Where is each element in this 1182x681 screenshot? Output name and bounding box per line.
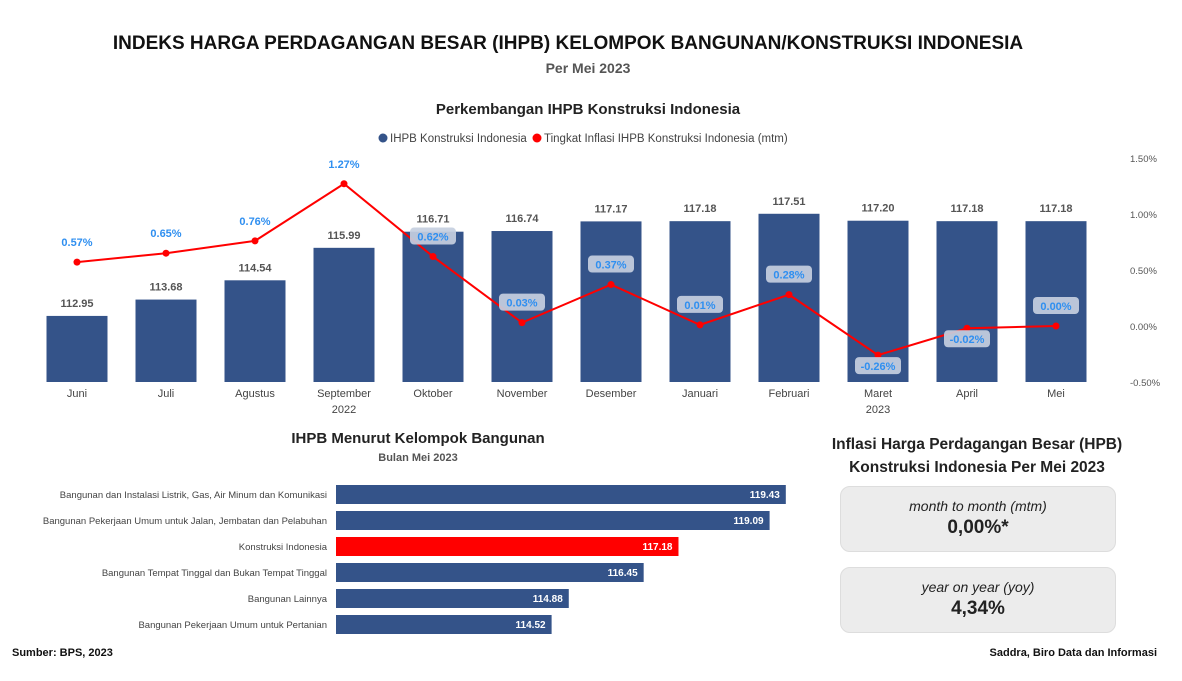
x-tick-label: April xyxy=(956,388,978,400)
top-chart-title: Perkembangan IHPB Konstruksi Indonesia xyxy=(435,101,741,118)
year-label: 2022 xyxy=(332,404,356,416)
bar-value-label: 112.95 xyxy=(60,298,93,310)
inflation-point xyxy=(162,249,170,257)
inflation-point xyxy=(251,237,259,245)
inflation-label-bg xyxy=(944,330,990,348)
inflation-point xyxy=(874,351,882,359)
y2-tick-label: 1.00% xyxy=(1130,210,1157,221)
inflation-point xyxy=(518,319,526,327)
inflation-value-label: -0.02% xyxy=(950,334,985,346)
legend-bar-label: IHPB Konstruksi Indonesia xyxy=(390,133,527,145)
x-tick-label: Mei xyxy=(1047,388,1065,400)
x-tick-label: Januari xyxy=(682,388,718,400)
bar-value-label: 115.99 xyxy=(327,230,360,242)
inflation-value-label: 0.01% xyxy=(684,300,715,312)
inflation-label-bg xyxy=(1033,297,1079,314)
inflation-value-label: 0.57% xyxy=(61,237,92,249)
inflation-label-bg xyxy=(677,295,723,313)
bar-juni xyxy=(46,315,108,382)
y2-tick-label: 0.00% xyxy=(1130,322,1157,333)
x-tick-label: Maret xyxy=(864,388,892,400)
legend-bar-marker xyxy=(378,133,388,143)
bar-september xyxy=(313,247,375,382)
inflation-value-label: 1.27% xyxy=(328,159,359,171)
bar-value-label: 117.17 xyxy=(594,203,627,215)
bar-value-label: 114.54 xyxy=(238,262,272,274)
bar-value-label: 117.20 xyxy=(861,203,894,215)
source-note: Sumber: BPS, 2023 xyxy=(12,647,113,659)
inflation-point xyxy=(607,281,615,289)
bar-desember xyxy=(580,221,642,382)
bar-agustus xyxy=(224,280,286,382)
mtm-label: month to month (mtm) xyxy=(909,498,1047,514)
bar-juli xyxy=(135,299,197,382)
bottom-chart-title: IHPB Menurut Kelompok Bangunan xyxy=(291,430,545,447)
bottom-chart-subtitle: Bulan Mei 2023 xyxy=(378,452,458,464)
inflation-value-label: 0.03% xyxy=(506,298,537,310)
yoy-card: year on year (yoy) 4,34% xyxy=(840,567,1116,633)
page-subtitle: Per Mei 2023 xyxy=(545,60,631,76)
x-tick-label: Agustus xyxy=(235,388,275,400)
bar-value-label: 116.71 xyxy=(416,214,449,226)
y2-tick-label: 1.50% xyxy=(1130,154,1157,165)
inflation-label-bg xyxy=(410,227,456,245)
bar-value-label: 116.74 xyxy=(505,213,539,225)
x-tick-label: Februari xyxy=(769,388,810,400)
bar-value-label: 113.68 xyxy=(149,282,182,294)
inflation-value-label: 0.65% xyxy=(150,228,181,240)
legend-line-label: Tingkat Inflasi IHPB Konstruksi Indonesi… xyxy=(544,133,788,145)
year-label: 2023 xyxy=(866,404,890,416)
inflation-value-label: 0.00% xyxy=(1040,301,1071,313)
yoy-value: 4,34% xyxy=(951,598,1005,619)
inflation-label-bg xyxy=(499,293,545,311)
inflation-value-label: 0.28% xyxy=(773,270,804,282)
x-tick-label: Juni xyxy=(67,388,87,400)
mtm-value: 0,00%* xyxy=(947,517,1009,538)
inflation-value-label: 0.62% xyxy=(417,232,448,244)
yoy-label: year on year (yoy) xyxy=(921,579,1035,595)
page-title: INDEKS HARGA PERDAGANGAN BESAR (IHPB) KE… xyxy=(112,33,1024,54)
x-tick-label: Oktober xyxy=(413,388,452,400)
inflation-title-line1: Inflasi Harga Perdagangan Besar (HPB) xyxy=(831,436,1123,453)
y2-tick-label: -0.50% xyxy=(1130,378,1161,389)
bar-value-label: 117.18 xyxy=(683,203,716,215)
credit-note: Saddra, Biro Data dan Informasi xyxy=(989,647,1157,659)
inflation-point xyxy=(1052,322,1060,330)
inflation-point xyxy=(785,291,793,299)
inflation-label-bg xyxy=(766,265,812,283)
bar-value-label: 117.18 xyxy=(1039,203,1072,215)
legend-line-marker xyxy=(532,133,542,143)
inflation-value-label: 0.37% xyxy=(595,260,626,272)
inflation-point xyxy=(73,258,81,266)
inflation-label-bg xyxy=(588,255,634,273)
inflation-title-line2: Konstruksi Indonesia Per Mei 2023 xyxy=(849,459,1105,476)
bar-value-label: 117.18 xyxy=(950,203,983,215)
inflation-point xyxy=(340,180,348,188)
inflation-panel-title: Inflasi Harga Perdagangan Besar (HPB) Ko… xyxy=(820,433,1134,479)
bar-april xyxy=(936,221,998,382)
legend: IHPB Konstruksi Indonesia Tingkat Inflasi… xyxy=(378,133,788,145)
y2-tick-label: 0.50% xyxy=(1130,266,1157,277)
inflation-value-label: -0.26% xyxy=(861,361,896,373)
x-tick-label: November xyxy=(497,388,548,400)
inflation-line xyxy=(76,182,1057,357)
x-tick-label: September xyxy=(317,388,371,400)
x-tick-label: Juli xyxy=(158,388,175,400)
inflation-value-label: 0.76% xyxy=(239,216,270,228)
x-tick-label: Desember xyxy=(586,388,637,400)
bar-value-label: 117.51 xyxy=(772,196,805,208)
inflation-label-bg xyxy=(855,357,901,375)
inflation-point xyxy=(963,324,971,332)
inflation-point xyxy=(429,253,437,261)
mtm-card: month to month (mtm) 0,00%* xyxy=(840,486,1116,552)
inflation-point xyxy=(696,321,704,329)
